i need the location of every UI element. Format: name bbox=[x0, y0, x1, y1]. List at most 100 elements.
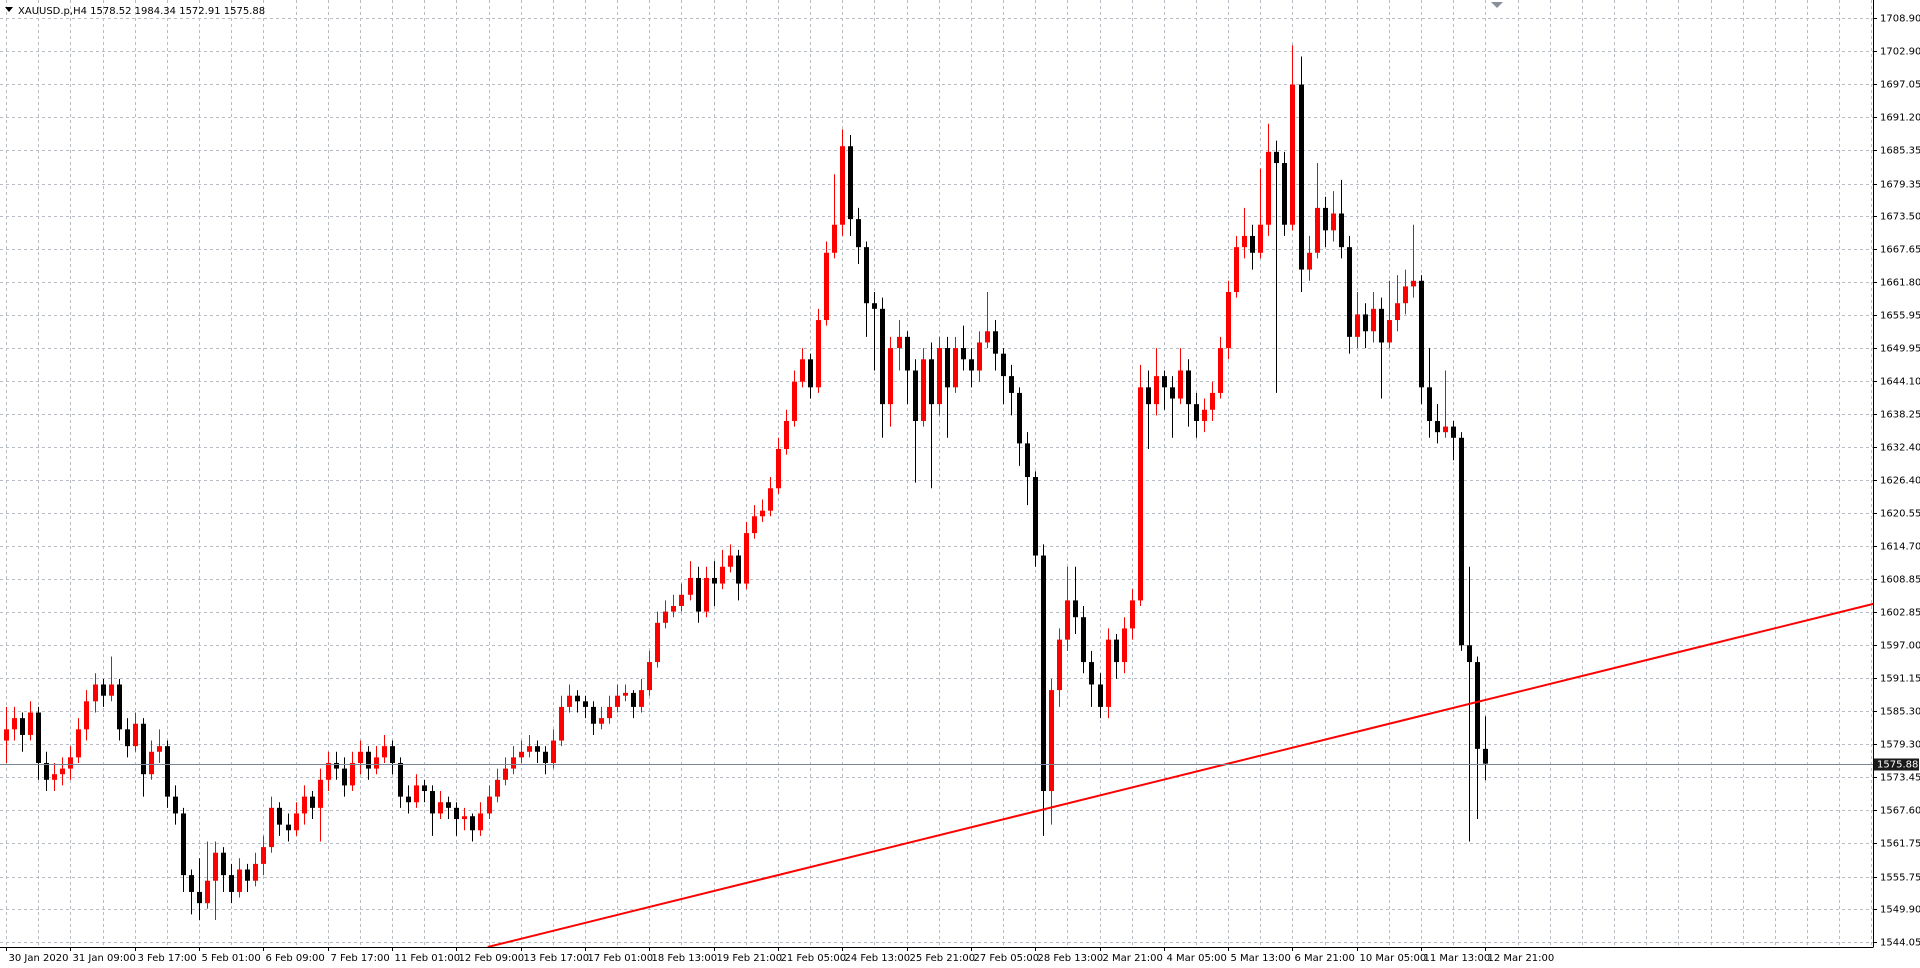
candle-body bbox=[438, 802, 443, 814]
candle-body bbox=[1170, 387, 1175, 399]
x-tick-label: 18 Feb 13:00 bbox=[652, 953, 718, 964]
candle-body bbox=[913, 370, 918, 421]
candle-body bbox=[4, 729, 9, 741]
candle-body bbox=[422, 785, 427, 792]
candle-body bbox=[454, 807, 459, 820]
candle-body bbox=[1081, 617, 1086, 663]
candle-body bbox=[1178, 370, 1183, 399]
x-tick-label: 11 Feb 01:00 bbox=[395, 953, 461, 964]
candle-body bbox=[245, 869, 250, 881]
candle-body bbox=[28, 712, 33, 735]
y-tick-label: 1638.25 bbox=[1880, 410, 1920, 421]
candle-body bbox=[1331, 213, 1336, 231]
candle-body bbox=[277, 807, 282, 825]
candle-body bbox=[776, 448, 781, 489]
candle-body bbox=[1202, 409, 1207, 421]
candle-body bbox=[1451, 426, 1456, 438]
candle-body bbox=[1290, 84, 1295, 225]
candle-body bbox=[872, 303, 877, 309]
candle-body bbox=[728, 555, 733, 567]
candle-body bbox=[631, 692, 636, 707]
candle-body bbox=[792, 381, 797, 421]
candle-body bbox=[60, 768, 65, 775]
candle-body bbox=[1130, 600, 1135, 629]
candle-body bbox=[615, 695, 620, 707]
candle-body bbox=[133, 723, 138, 747]
candle-body bbox=[12, 718, 17, 730]
symbol-menu-icon[interactable] bbox=[5, 7, 13, 12]
x-tick-label: 2 Mar 21:00 bbox=[1103, 953, 1163, 964]
y-tick-label: 1614.70 bbox=[1880, 542, 1920, 553]
x-tick-label: 27 Feb 05:00 bbox=[974, 953, 1040, 964]
y-tick-label: 1626.40 bbox=[1880, 476, 1920, 487]
candle-body bbox=[1411, 280, 1416, 287]
candle-body bbox=[358, 751, 363, 763]
candle-body bbox=[221, 852, 226, 876]
candle-body bbox=[109, 684, 114, 696]
candle-body bbox=[205, 880, 210, 904]
candle-body bbox=[1266, 151, 1271, 225]
y-tick-label: 1691.20 bbox=[1880, 113, 1920, 124]
candle-body bbox=[977, 342, 982, 371]
candle-body bbox=[1098, 684, 1103, 707]
candle-body bbox=[1065, 600, 1070, 640]
candle-body bbox=[760, 510, 765, 517]
candle-body bbox=[1009, 376, 1014, 393]
x-tick-label: 10 Mar 05:00 bbox=[1360, 953, 1427, 964]
candle-body bbox=[93, 684, 98, 702]
candle-body bbox=[921, 359, 926, 421]
candle-body bbox=[1363, 314, 1368, 332]
candle-body bbox=[736, 555, 741, 584]
candle-body bbox=[141, 723, 146, 775]
x-tick-label: 24 Feb 13:00 bbox=[845, 953, 911, 964]
y-tick-label: 1544.05 bbox=[1880, 938, 1920, 949]
candle-body bbox=[390, 746, 395, 763]
grid bbox=[0, 0, 1873, 947]
candle-body bbox=[1146, 387, 1151, 405]
x-tick-label: 5 Feb 01:00 bbox=[202, 953, 261, 964]
candle-body bbox=[1323, 207, 1328, 231]
candle-body bbox=[688, 577, 693, 595]
candle-body bbox=[125, 729, 130, 747]
candle-body bbox=[1106, 639, 1111, 707]
shift-marker bbox=[1491, 2, 1503, 8]
candle-body bbox=[888, 348, 893, 405]
x-tick-label: 11 Mar 13:00 bbox=[1424, 953, 1491, 964]
candle-body bbox=[712, 577, 717, 584]
candle-body bbox=[1371, 308, 1376, 332]
candle-body bbox=[784, 420, 789, 449]
candle-body bbox=[575, 695, 580, 702]
candle-body bbox=[1379, 308, 1384, 343]
candle-body bbox=[1210, 392, 1215, 410]
candle-body bbox=[961, 348, 966, 360]
candle-body bbox=[897, 336, 902, 349]
candle-body bbox=[720, 566, 725, 584]
candle-body bbox=[20, 718, 25, 735]
x-tick-label: 13 Feb 17:00 bbox=[524, 953, 590, 964]
candle-body bbox=[1073, 600, 1078, 618]
candle-body bbox=[197, 891, 202, 904]
candle-body bbox=[1250, 235, 1255, 253]
x-tick-label: 19 Feb 21:00 bbox=[717, 953, 783, 964]
candle-body bbox=[237, 869, 242, 892]
candle-body bbox=[229, 875, 234, 892]
candle-body bbox=[655, 622, 660, 663]
candle-body bbox=[1467, 645, 1472, 663]
candle-body bbox=[76, 729, 81, 758]
candle-body bbox=[1347, 247, 1352, 337]
candle-body bbox=[52, 774, 57, 780]
candle-body bbox=[880, 308, 885, 405]
candle-body bbox=[1001, 353, 1006, 377]
candle-body bbox=[495, 779, 500, 797]
price-label-box bbox=[1874, 758, 1919, 771]
y-tick-label: 1555.75 bbox=[1880, 873, 1920, 884]
candle-body bbox=[1274, 151, 1279, 164]
candle-body bbox=[1186, 370, 1191, 405]
candle-body bbox=[945, 348, 950, 388]
y-tick-label: 1597.00 bbox=[1880, 641, 1920, 652]
candle-body bbox=[663, 611, 668, 623]
candle-body bbox=[1057, 639, 1062, 691]
candle-body bbox=[374, 757, 379, 769]
